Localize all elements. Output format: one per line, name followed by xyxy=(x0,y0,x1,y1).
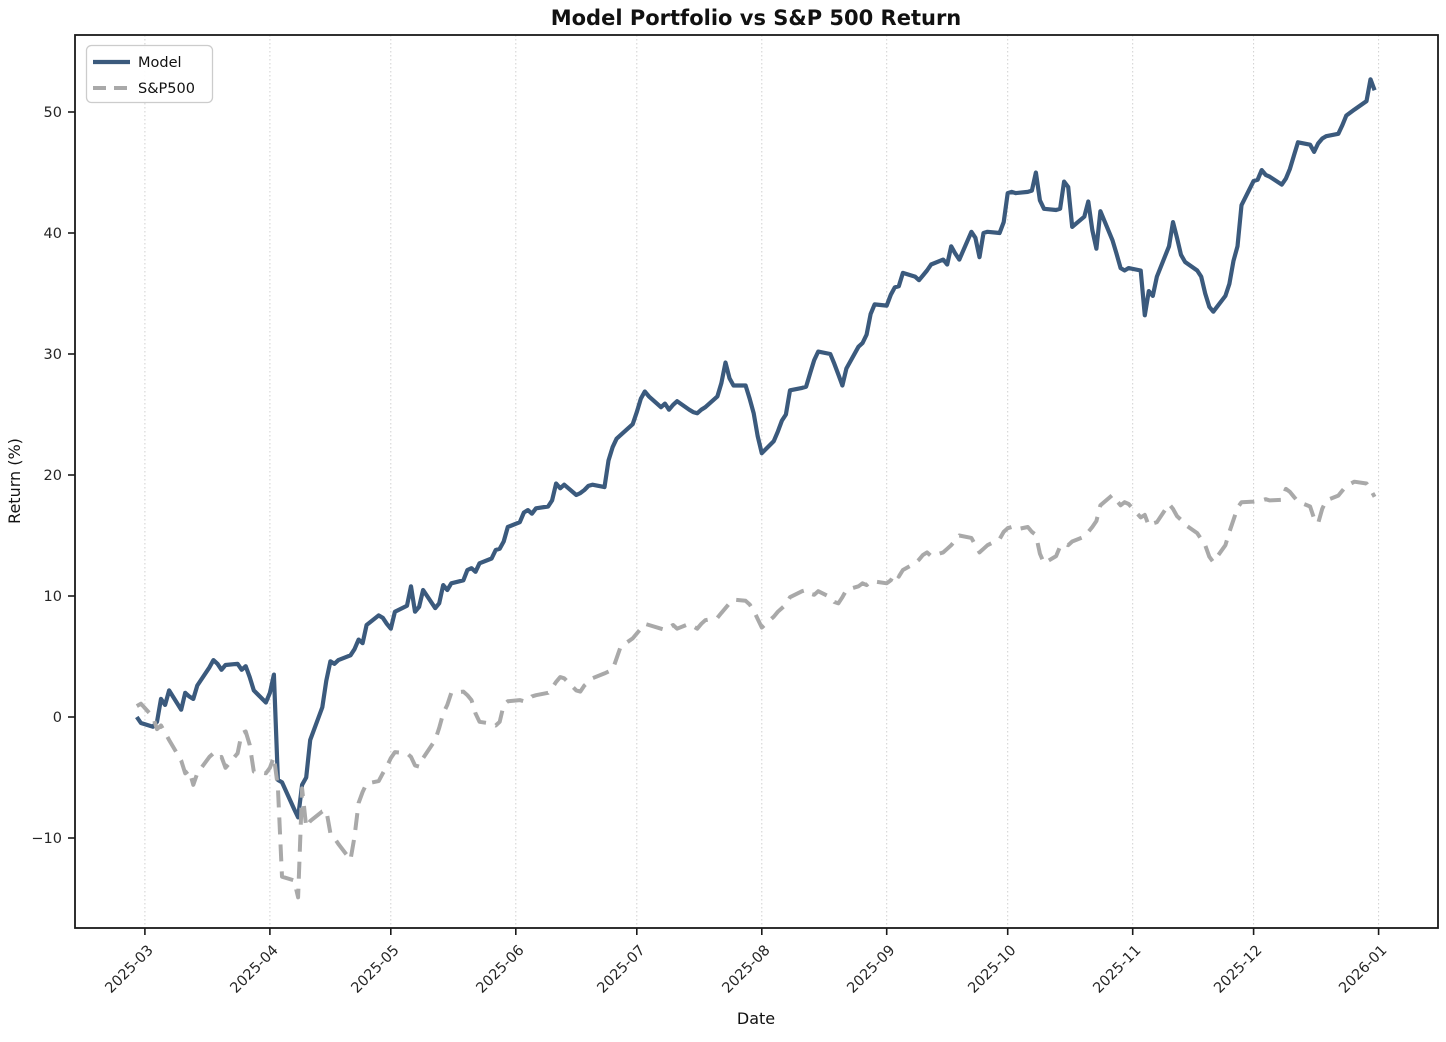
y-tick-label: 10 xyxy=(44,589,62,605)
y-axis-label: Return (%) xyxy=(5,438,24,524)
y-tick-label: 50 xyxy=(44,105,62,121)
gridlines xyxy=(144,35,1380,928)
x-axis-label: Date xyxy=(737,1009,775,1028)
chart-title: Model Portfolio vs S&P 500 Return xyxy=(551,6,962,30)
x-tick-label: 2025-07 xyxy=(594,943,648,997)
x-tick-label: 2025-04 xyxy=(228,943,282,997)
plot-border xyxy=(74,34,1439,929)
x-tick-label: 2025-12 xyxy=(1211,943,1265,997)
y-tick-label: 0 xyxy=(53,710,62,726)
y-tick-label: 20 xyxy=(44,468,62,484)
x-tick-label: 2025-05 xyxy=(348,943,402,997)
x-axis-ticks: 2025-03 2025-04 2025-05 2025-06 2025-07 2025-… xyxy=(103,928,1390,997)
y-axis-ticks: −10 0 10 20 30 40 50 xyxy=(31,105,75,847)
x-tick-label: 2025-08 xyxy=(719,943,773,997)
x-tick-label: 2025-03 xyxy=(103,943,157,997)
legend-model-label: Model xyxy=(138,55,182,71)
model-line xyxy=(135,77,1377,820)
y-tick-label: 40 xyxy=(44,226,62,242)
legend-sp500-label: S&P500 xyxy=(138,81,195,97)
y-tick-label: 30 xyxy=(44,347,62,363)
y-tick-label: −10 xyxy=(31,831,62,847)
x-tick-label: 2025-10 xyxy=(965,943,1019,997)
legend: Model S&P500 xyxy=(85,44,214,104)
x-tick-label: 2025-11 xyxy=(1090,943,1144,997)
sp500-line xyxy=(135,479,1377,900)
x-tick-label: 2025-06 xyxy=(473,943,527,997)
x-tick-label: 2025-09 xyxy=(844,943,898,997)
x-tick-label: 2026-01 xyxy=(1336,943,1390,997)
series-layer xyxy=(135,77,1377,900)
